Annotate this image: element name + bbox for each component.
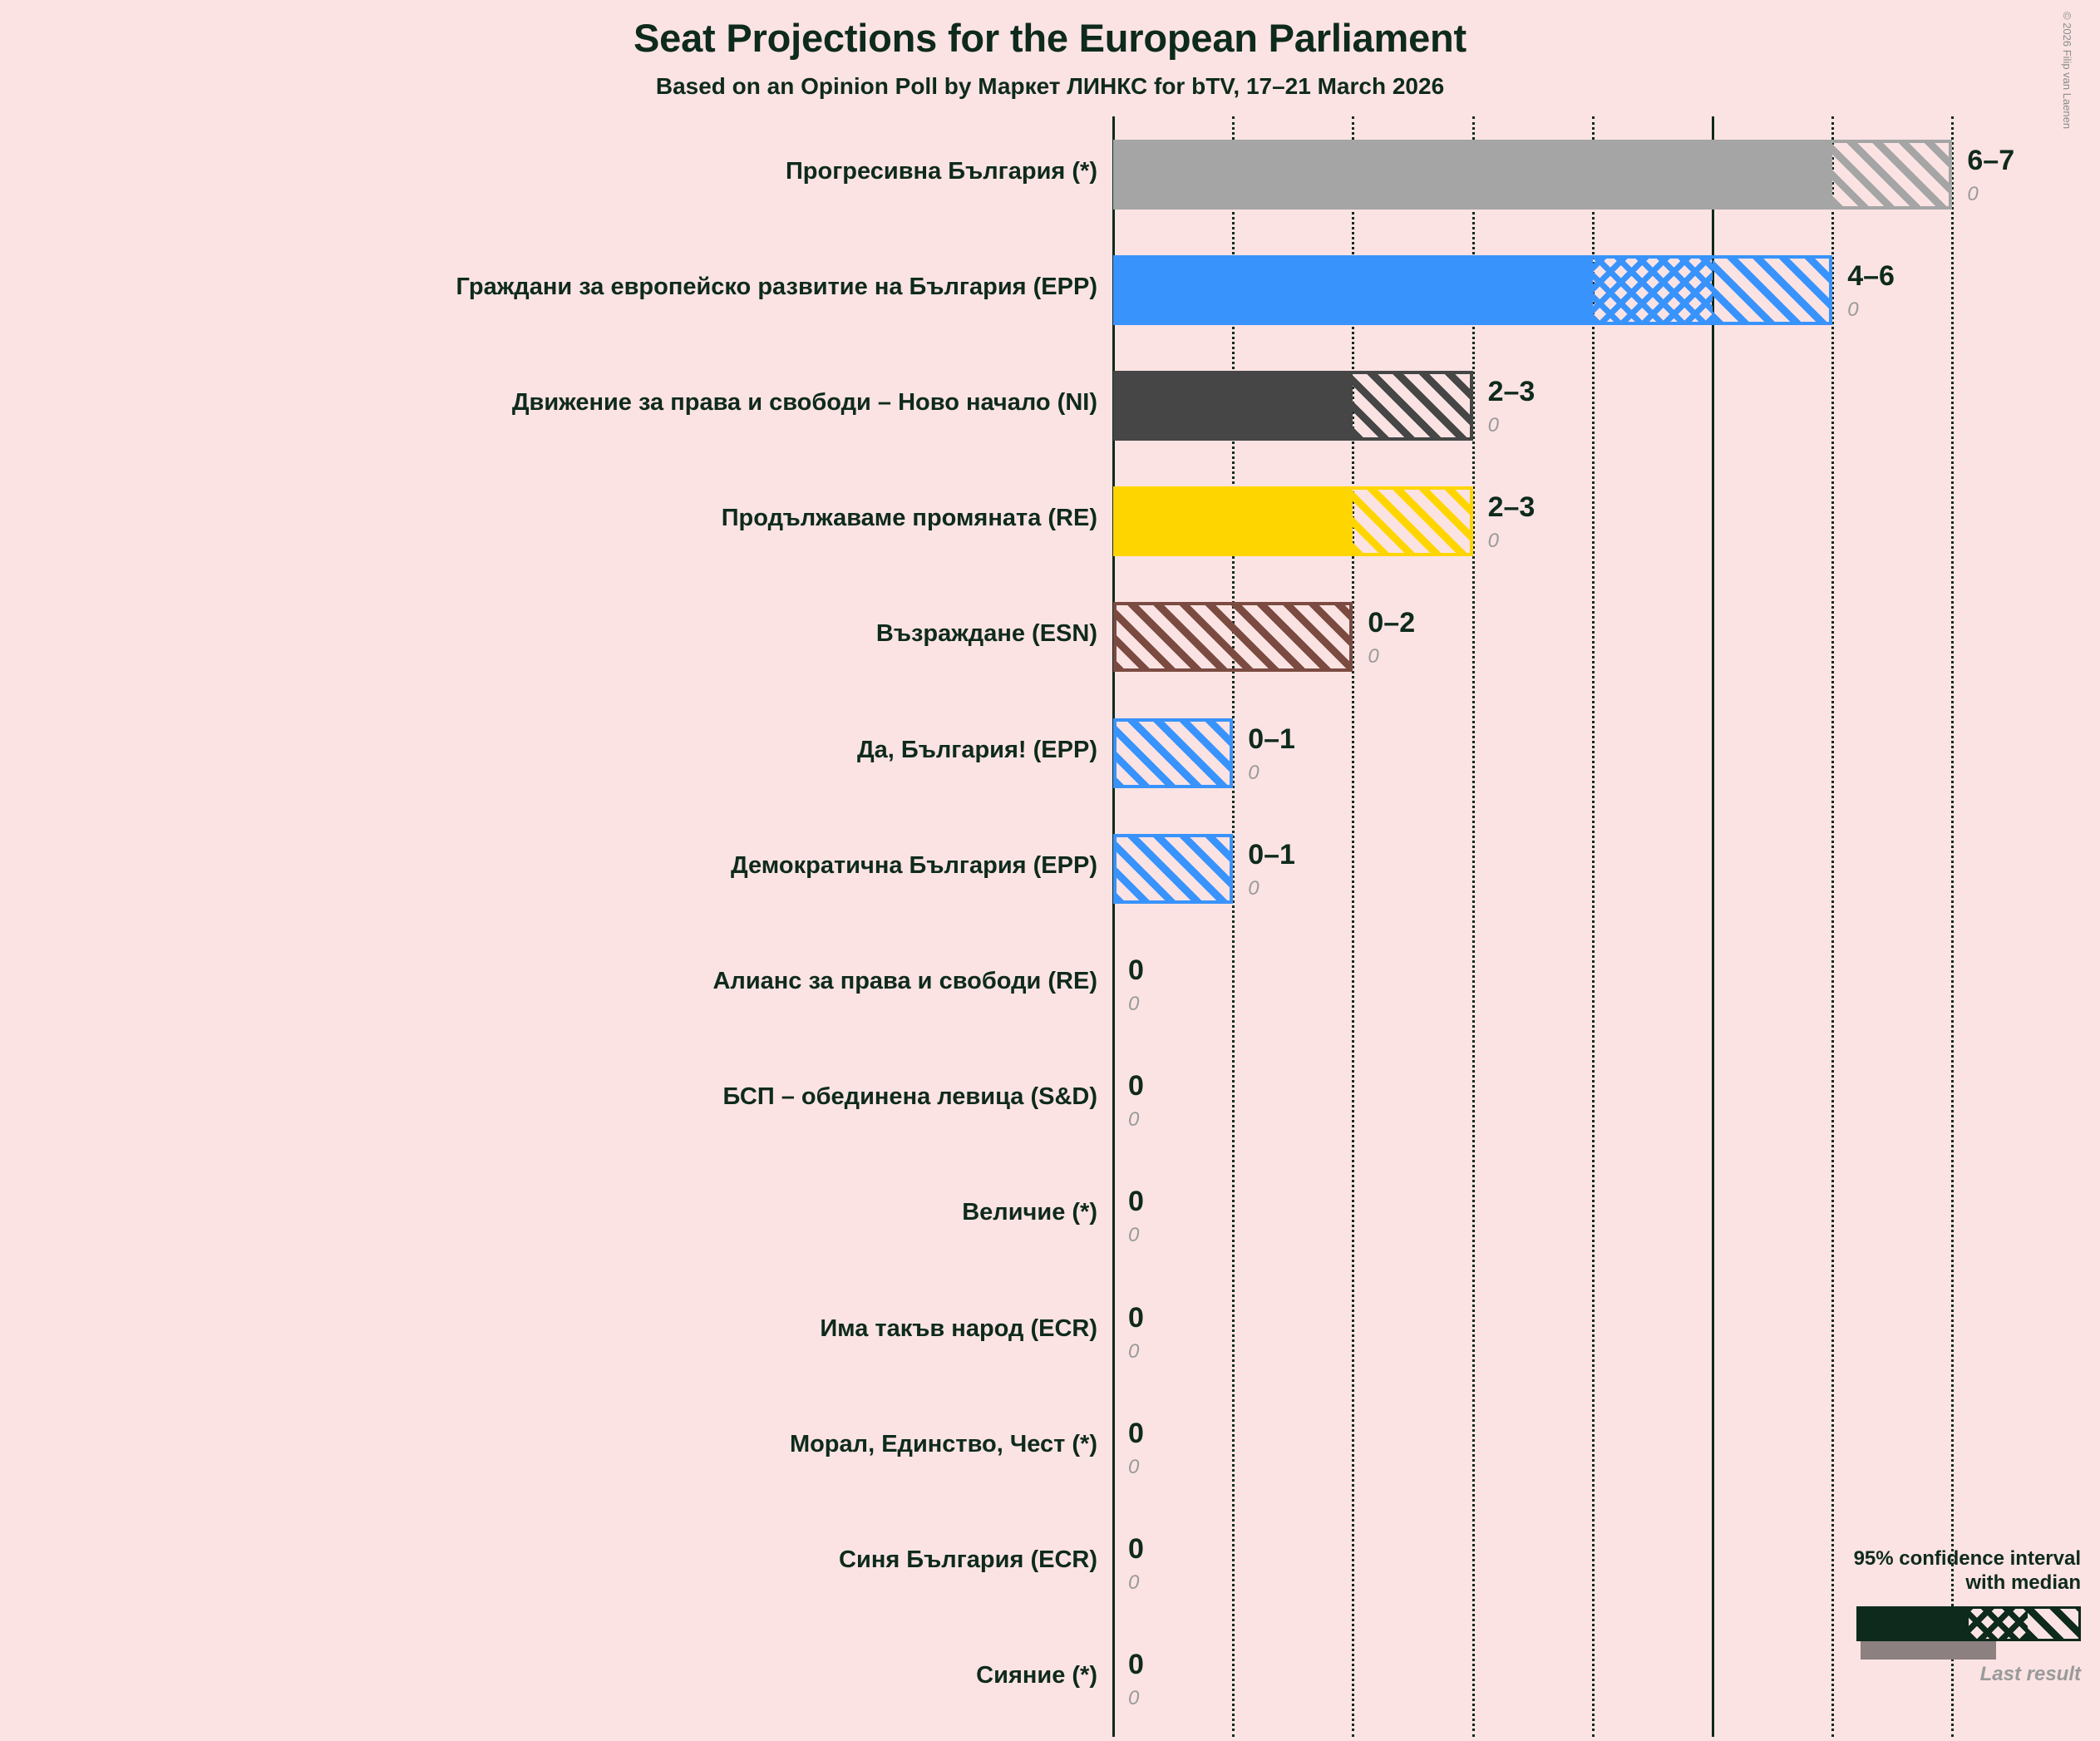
ci-bar (1113, 254, 1833, 325)
last-result-label: 0 (1248, 761, 1260, 784)
bar-segment-upper (1832, 142, 1950, 206)
last-result-label: 0 (1967, 182, 1979, 205)
last-result-label: 0 (1368, 645, 1379, 668)
ci-bar (1113, 139, 1953, 210)
party-label: Възраждане (ESN) (875, 620, 1097, 648)
ci-bar (1113, 718, 1234, 788)
last-result-label: 0 (1128, 1687, 1140, 1710)
seat-range-label: 0 (1128, 954, 1144, 986)
bar-segment-median (1592, 258, 1713, 322)
party-label: Морал, Единство, Чест (*) (789, 1430, 1097, 1457)
page-title: Seat Projections for the European Parlia… (633, 16, 1467, 60)
page-subtitle: Based on an Opinion Poll by Маркет ЛИНКС… (655, 73, 1445, 99)
seat-range-label: 0 (1128, 1533, 1144, 1565)
seat-range-label: 0 (1128, 1649, 1144, 1681)
bar-segment-upper (1117, 721, 1230, 785)
last-result-label: 0 (1128, 1339, 1140, 1363)
last-result-label: 0 (1847, 298, 1859, 321)
seat-range-label: 6–7 (1967, 144, 2015, 176)
seat-range-label: 2–3 (1487, 376, 1536, 407)
last-result-label: 0 (1248, 876, 1260, 900)
party-label: Сияние (*) (976, 1662, 1097, 1689)
legend-ci-bar (1856, 1606, 2081, 1641)
legend-seg-median (1969, 1609, 2029, 1639)
party-label: Движение за права и свободи – Ново начал… (511, 389, 1097, 416)
seat-range-label: 0–2 (1368, 607, 1416, 639)
legend-line-2: with median (1965, 1571, 2081, 1595)
seat-range-label: 2–3 (1487, 491, 1536, 524)
last-result-label: 0 (1128, 1571, 1140, 1594)
y-axis-line (1112, 116, 1115, 1737)
bar-segment-upper (1117, 605, 1350, 669)
seat-range-label: 0 (1128, 1301, 1144, 1334)
legend-line-1: 95% confidence interval (1853, 1547, 2081, 1570)
bar-segment-upper (1117, 836, 1230, 900)
bar-segment-upper (1353, 374, 1470, 437)
seat-range-label: 0–1 (1248, 723, 1295, 755)
party-label: БСП – обединена левица (S&D) (722, 1083, 1097, 1111)
last-result-label: 0 (1128, 1455, 1140, 1478)
legend: 95% confidence interval with median Last… (1761, 1546, 2081, 1685)
seat-range-label: 0 (1128, 1186, 1144, 1218)
gridline-6 (1831, 116, 1835, 1737)
legend-seg-solid (1859, 1609, 1969, 1639)
ci-bar (1113, 833, 1234, 904)
gridline-4 (1591, 116, 1595, 1737)
seat-range-label: 0 (1128, 1417, 1144, 1449)
party-label: Прогресивна България (*) (785, 157, 1097, 185)
ci-bar (1113, 486, 1473, 557)
last-result-label: 0 (1128, 993, 1140, 1015)
gridline-5 (1712, 116, 1714, 1737)
last-result-label: 0 (1487, 530, 1499, 553)
seat-range-label: 0–1 (1248, 838, 1295, 870)
last-result-label: 0 (1128, 1108, 1140, 1132)
bar-segment-solid (1117, 374, 1353, 437)
gridline-3 (1471, 116, 1475, 1737)
ci-bar (1113, 602, 1353, 673)
bar-segment-solid (1117, 142, 1833, 206)
bar-segment-solid (1117, 490, 1353, 554)
party-label: Алианс за права и свободи (RE) (712, 968, 1097, 994)
bar-segment-upper (1353, 490, 1470, 554)
party-label: Има такъв народ (ECR) (820, 1314, 1097, 1342)
legend-last-result-label: Last result (1979, 1663, 2081, 1685)
party-label: Синя България (ECR) (839, 1546, 1097, 1573)
last-result-label: 0 (1487, 414, 1499, 436)
gridline-1 (1232, 116, 1235, 1737)
bar-segment-upper (1713, 258, 1830, 322)
gridline-2 (1352, 116, 1355, 1737)
party-label: Величие (*) (962, 1199, 1097, 1226)
party-label: Граждани за европейско развитие на Бълга… (456, 273, 1097, 300)
party-label: Да, България! (EPP) (856, 736, 1097, 763)
seat-range-label: 4–6 (1847, 259, 1895, 292)
bar-segment-solid (1117, 258, 1593, 322)
seat-range-label: 0 (1128, 1070, 1144, 1102)
last-result-label: 0 (1128, 1224, 1140, 1247)
legend-seg-upper (2028, 1609, 2078, 1639)
gridline-7 (1951, 116, 1955, 1737)
legend-last-result-bar (1861, 1641, 1996, 1660)
party-label: Демократична България (EPP) (731, 851, 1097, 879)
ci-bar (1113, 371, 1473, 441)
party-label: Продължаваме промяната (RE) (721, 505, 1097, 532)
